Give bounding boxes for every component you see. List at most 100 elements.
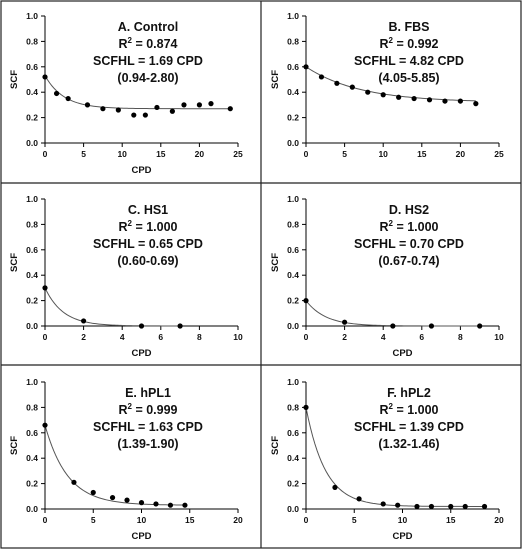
y-tick-label: 0.2 <box>287 113 299 123</box>
x-tick-label: 10 <box>233 332 243 342</box>
x-tick-label: 2 <box>342 332 347 342</box>
r-squared: R2 = 1.000 <box>118 219 177 234</box>
x-tick-label: 6 <box>158 332 163 342</box>
r-squared: R2 = 0.874 <box>118 36 177 51</box>
panel-2: 0.0 0.2 0.4 0.6 0.8 1.0 0 5 10 15 20 25 SCF B. FBS R2 … <box>270 11 504 159</box>
x-axis-label: CPD <box>392 531 412 542</box>
panel-title: F. hPL2 <box>387 386 431 400</box>
x-tick-label: 25 <box>494 149 504 159</box>
data-point <box>303 64 309 70</box>
data-point <box>332 484 338 491</box>
panel-title: B. FBS <box>389 20 430 34</box>
data-point <box>131 112 137 118</box>
data-point <box>380 501 386 507</box>
y-tick-label: 0.8 <box>26 402 38 412</box>
y-tick-label: 0.4 <box>287 453 299 463</box>
y-tick-label: 0.4 <box>26 453 38 463</box>
data-point <box>481 503 488 510</box>
data-point <box>318 74 325 80</box>
data-point <box>42 285 48 291</box>
y-tick-label: 1.0 <box>287 194 299 204</box>
y-tick-label: 1.0 <box>26 11 38 21</box>
data-point <box>303 298 309 304</box>
data-point <box>462 503 468 510</box>
y-tick-label: 0.8 <box>26 36 38 46</box>
y-tick-label: 0.2 <box>26 479 38 489</box>
data-point <box>71 479 77 485</box>
y-tick-label: 0.4 <box>287 87 299 97</box>
x-tick-label: 0 <box>43 332 48 342</box>
fit-curve <box>305 300 480 327</box>
data-point <box>138 500 145 506</box>
data-point <box>169 108 175 114</box>
panel-4: 0.0 0.2 0.4 0.6 0.8 1.0 0 2 4 6 8 10 CPD SCF D. HS2 R2 … <box>270 194 504 359</box>
data-point <box>167 502 174 508</box>
x-tick-label: 0 <box>304 332 309 342</box>
data-point <box>334 80 340 86</box>
data-point <box>115 107 121 113</box>
x-tick-label: 25 <box>233 149 243 159</box>
data-point <box>124 497 130 503</box>
y-tick-label: 0.2 <box>287 479 299 489</box>
y-tick-label: 1.0 <box>26 194 38 204</box>
x-tick-label: 5 <box>352 515 357 525</box>
data-point <box>84 102 91 108</box>
x-tick-label: 4 <box>120 332 125 342</box>
confidence-interval: (0.60-0.69) <box>117 254 178 268</box>
data-point <box>154 104 160 111</box>
y-tick-label: 0.4 <box>287 270 299 280</box>
data-point <box>42 74 48 80</box>
data-point <box>349 84 355 90</box>
y-tick-label: 0.0 <box>26 321 38 331</box>
x-axis-label: CPD <box>131 165 151 176</box>
y-tick-label: 0.0 <box>287 321 299 331</box>
y-tick-label: 0.2 <box>26 296 38 306</box>
y-axis-label: SCF <box>9 253 20 272</box>
data-point <box>81 318 87 324</box>
data-point <box>177 323 183 329</box>
data-point <box>414 503 420 510</box>
data-point <box>428 503 435 510</box>
data-point <box>100 106 106 112</box>
y-tick-label: 0.0 <box>287 504 299 514</box>
data-point <box>53 90 60 97</box>
x-tick-label: 20 <box>494 515 504 525</box>
x-axis-label: CPD <box>131 531 151 542</box>
r-squared: R2 = 1.000 <box>379 219 438 234</box>
x-tick-label: 10 <box>137 515 147 525</box>
confidence-interval: (0.94-2.80) <box>117 71 178 85</box>
data-point <box>365 89 371 95</box>
panel-1: 0.0 0.2 0.4 0.6 0.8 1.0 0 5 10 15 20 25 CPD SCF A. Con… <box>9 11 243 176</box>
data-point <box>442 98 448 104</box>
y-tick-label: 0.0 <box>26 138 38 148</box>
y-axis-label: SCF <box>270 253 281 272</box>
fit-curve <box>44 425 185 506</box>
scfhl-value: SCFHL = 0.65 CPD <box>93 237 203 251</box>
scfhl-value: SCFHL = 0.70 CPD <box>354 237 464 251</box>
r-squared: R2 = 0.992 <box>379 36 438 51</box>
y-axis-label: SCF <box>270 436 281 455</box>
data-point <box>457 98 463 104</box>
y-tick-label: 0.6 <box>287 62 299 72</box>
data-point <box>380 92 386 98</box>
x-axis-label: CPD <box>392 348 412 359</box>
y-tick-label: 0.0 <box>287 138 299 148</box>
panel-title: E. hPL1 <box>125 386 171 400</box>
r-squared: R2 = 0.999 <box>118 402 177 417</box>
scfhl-value: SCFHL = 4.82 CPD <box>354 54 464 68</box>
x-tick-label: 5 <box>81 149 86 159</box>
y-tick-label: 0.6 <box>287 428 299 438</box>
data-point <box>196 102 202 108</box>
x-tick-label: 20 <box>233 515 243 525</box>
data-point <box>42 422 48 428</box>
confidence-interval: (0.67-0.74) <box>378 254 439 268</box>
y-tick-label: 0.6 <box>287 245 299 255</box>
scfhl-value: SCFHL = 1.69 CPD <box>93 54 203 68</box>
fit-curve <box>305 66 476 102</box>
x-tick-label: 2 <box>81 332 86 342</box>
data-point <box>65 95 71 102</box>
data-point <box>138 323 145 329</box>
x-tick-label: 8 <box>197 332 202 342</box>
y-tick-label: 1.0 <box>26 377 38 387</box>
